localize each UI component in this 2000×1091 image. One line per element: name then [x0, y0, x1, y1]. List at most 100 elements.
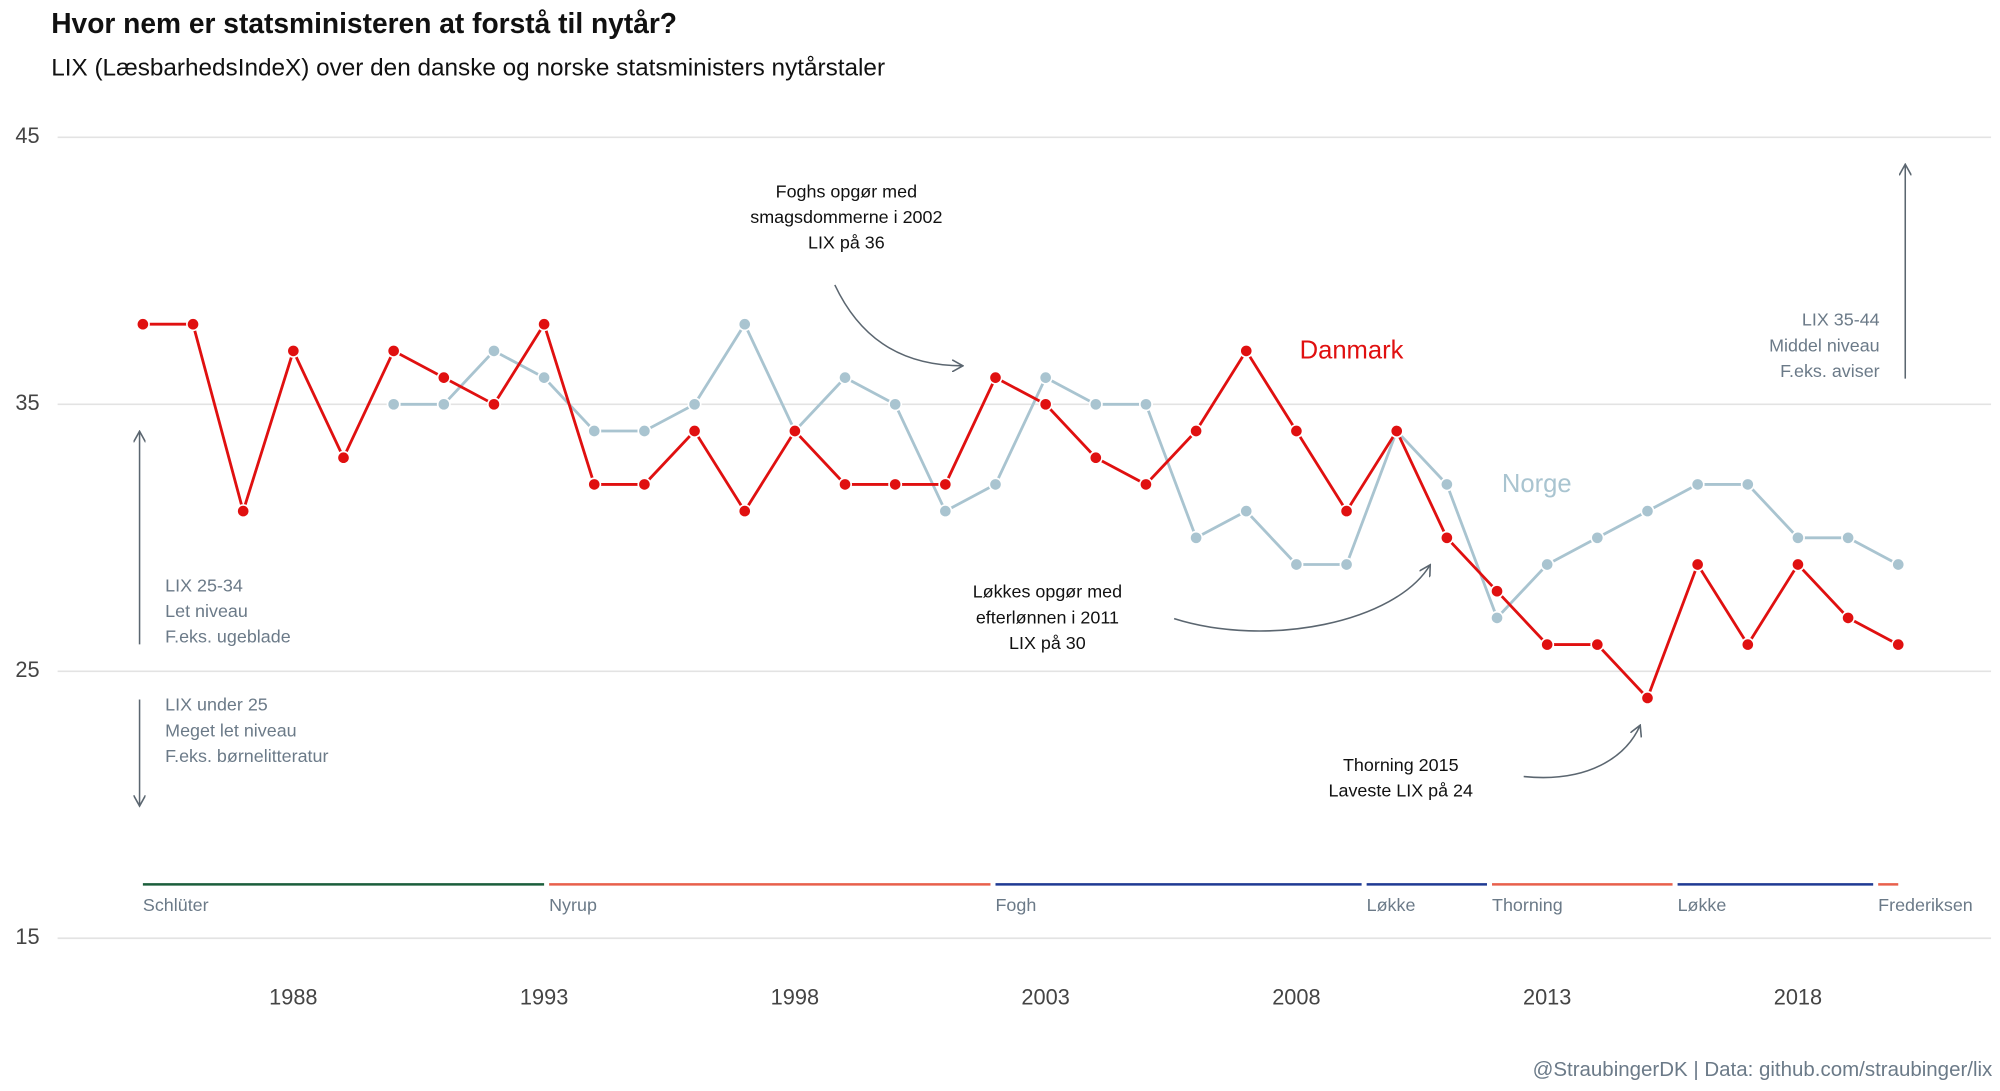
point [1891, 557, 1906, 572]
point [988, 477, 1003, 492]
annotation: smagsdommerne i 2002 [750, 207, 942, 227]
point [1790, 557, 1805, 572]
point [737, 504, 752, 519]
point [1841, 610, 1856, 625]
y-tick-label: 45 [15, 123, 39, 148]
annotation: Løkkes opgør med [973, 582, 1122, 602]
point [1540, 557, 1555, 572]
period-label: Frederiksen [1878, 895, 1973, 915]
caption: @StraubingerDK | Data: github.com/straub… [1533, 1058, 1993, 1081]
arrow [1523, 725, 1641, 779]
period-label: Løkke [1678, 895, 1727, 915]
point [838, 477, 853, 492]
point [1490, 610, 1505, 625]
point [1490, 584, 1505, 599]
point [1740, 637, 1755, 652]
chart-title: Hvor nem er statsministeren at forstå ti… [51, 7, 677, 39]
point [1189, 424, 1204, 439]
point [787, 424, 802, 439]
point [1439, 477, 1454, 492]
series-label: Norge [1502, 470, 1572, 498]
annotation: Laveste LIX på 24 [1329, 781, 1473, 801]
y-tick-label: 15 [15, 924, 39, 949]
point [436, 370, 451, 385]
point [1389, 424, 1404, 439]
annotation: Foghs opgør med [776, 181, 917, 201]
point [587, 477, 602, 492]
point [938, 504, 953, 519]
x-tick-label: 2013 [1523, 984, 1571, 1009]
point [1690, 557, 1705, 572]
arrow [834, 284, 963, 366]
point [687, 397, 702, 412]
point [1740, 477, 1755, 492]
point [1138, 397, 1153, 412]
series-line [142, 320, 1899, 701]
x-tick-label: 1998 [771, 984, 819, 1009]
point [687, 424, 702, 439]
annotation: F.eks. børnelitteratur [165, 746, 328, 766]
point [1690, 477, 1705, 492]
x-tick-label: 2003 [1021, 984, 1069, 1009]
point [888, 397, 903, 412]
point [1088, 397, 1103, 412]
point [1038, 370, 1053, 385]
point [1590, 530, 1605, 545]
point [1640, 690, 1655, 705]
point [1289, 557, 1304, 572]
chart-subtitle: LIX (LæsbarhedsIndeX) over den danske og… [51, 55, 885, 82]
point [637, 477, 652, 492]
annotation: Thorning 2015 [1343, 755, 1459, 775]
x-tick-label: 2008 [1272, 984, 1320, 1009]
y-tick-label: 25 [15, 657, 39, 682]
point [1841, 530, 1856, 545]
x-tick-label: 2018 [1774, 984, 1822, 1009]
x-tick-label: 1988 [269, 984, 317, 1009]
point [537, 317, 552, 332]
y-tick-label: 35 [15, 390, 39, 415]
annotation: LIX under 25 [165, 695, 268, 715]
point [236, 504, 251, 519]
annotation: F.eks. aviser [1780, 361, 1880, 381]
x-tick-label: 1993 [520, 984, 568, 1009]
point [938, 477, 953, 492]
point [888, 477, 903, 492]
point [1339, 557, 1354, 572]
arrow [1173, 565, 1430, 632]
annotation: LIX på 36 [808, 233, 885, 253]
point [1540, 637, 1555, 652]
point [1239, 504, 1254, 519]
annotation: Let niveau [165, 601, 248, 621]
point [1439, 530, 1454, 545]
period-label: Nyrup [549, 895, 597, 915]
annotation: F.eks. ugeblade [165, 627, 291, 647]
annotation: LIX på 30 [1009, 633, 1086, 653]
point [436, 397, 451, 412]
period-label: Thorning [1492, 895, 1563, 915]
point [1590, 637, 1605, 652]
point [1189, 530, 1204, 545]
point [336, 450, 351, 465]
point [1088, 450, 1103, 465]
point [1339, 504, 1354, 519]
point [1138, 477, 1153, 492]
annotation: LIX 35-44 [1802, 310, 1880, 330]
annotation: Middel niveau [1769, 335, 1880, 355]
point [1038, 397, 1053, 412]
series-line [393, 321, 1899, 621]
point [1289, 424, 1304, 439]
point [135, 317, 150, 332]
series-label: Danmark [1300, 336, 1404, 364]
point [486, 343, 501, 358]
point [988, 370, 1003, 385]
period-label: Løkke [1367, 895, 1416, 915]
period-label: Fogh [995, 895, 1036, 915]
period-label: Schlüter [143, 895, 209, 915]
point [838, 370, 853, 385]
point [486, 397, 501, 412]
point [286, 343, 301, 358]
point [737, 317, 752, 332]
point [1239, 343, 1254, 358]
